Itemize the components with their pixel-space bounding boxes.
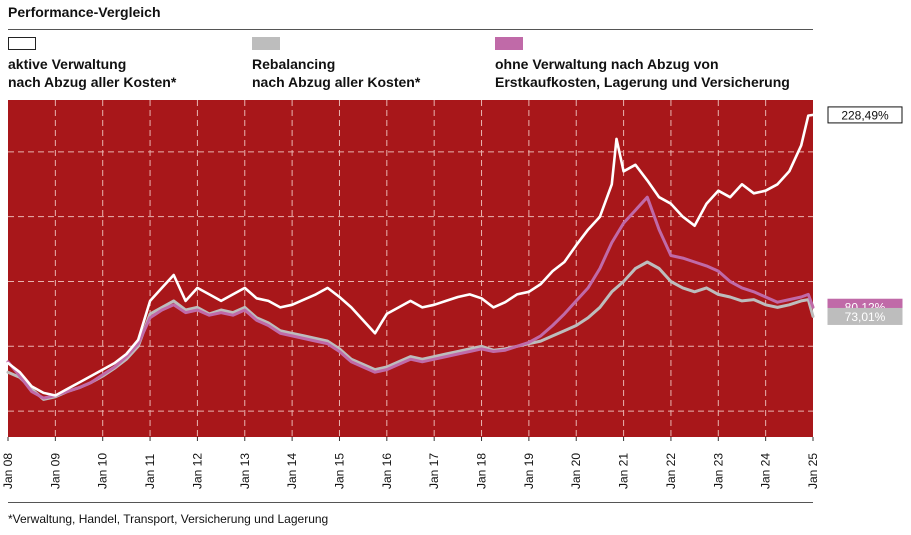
end-label-box-rebalancing	[827, 307, 903, 325]
x-tick-label: Jan 24	[759, 453, 773, 489]
x-tick-label: Jan 20	[569, 453, 583, 489]
legend-item-rebalancing: Rebalancing nach Abzug aller Kosten*	[252, 37, 420, 91]
plot-area	[8, 100, 813, 437]
series-line-ohne	[6, 195, 815, 400]
legend-swatch-rebalancing	[252, 37, 280, 50]
legend-label-line2: nach Abzug aller Kosten*	[8, 74, 177, 90]
series-line-aktiv	[6, 113, 815, 397]
x-tick-label: Jan 22	[664, 453, 678, 489]
x-tick-label: Jan 08	[1, 453, 15, 489]
legend-label-line1: aktive Verwaltung	[8, 56, 127, 72]
top-rule	[8, 29, 813, 30]
x-tick-label: Jan 10	[96, 453, 110, 489]
x-tick-label: Jan 18	[475, 453, 489, 489]
x-tick-label: Jan 12	[190, 453, 204, 489]
legend-item-aktiv: aktive Verwaltung nach Abzug aller Koste…	[8, 37, 176, 91]
x-tick-label: Jan 11	[143, 454, 157, 489]
x-tick-label: Jan 16	[380, 453, 394, 489]
bottom-rule	[8, 502, 813, 503]
chart-title: Performance-Vergleich	[8, 4, 161, 20]
legend-label-line1: ohne Verwaltung nach Abzug von	[495, 56, 719, 72]
end-label-rebalancing: 73,01%	[845, 310, 886, 324]
legend-label-line1: Rebalancing	[252, 56, 336, 72]
x-tick-label: Jan 25	[806, 453, 820, 489]
end-label-box-aktiv	[827, 106, 903, 124]
x-tick-label: Jan 15	[332, 453, 346, 489]
footnote: *Verwaltung, Handel, Transport, Versiche…	[8, 512, 329, 526]
legend-label-line2: Erstkaufkosten, Lagerung und Versicherun…	[495, 74, 790, 90]
end-label-aktiv: 228,49%	[841, 108, 889, 122]
x-tick-label: Jan 13	[238, 453, 252, 489]
x-tick-label: Jan 14	[285, 453, 299, 489]
x-tick-label: Jan 09	[48, 453, 62, 489]
x-tick-label: Jan 23	[711, 453, 725, 489]
x-tick-label: Jan 21	[617, 453, 631, 489]
legend-swatch-ohne	[495, 37, 523, 50]
legend-swatch-aktiv	[8, 37, 36, 50]
x-tick-label: Jan 19	[522, 453, 536, 489]
x-tick-label: Jan 17	[427, 453, 441, 489]
legend-item-ohne: ohne Verwaltung nach Abzug von Erstkaufk…	[495, 37, 790, 91]
legend-label-line2: nach Abzug aller Kosten*	[252, 74, 421, 90]
